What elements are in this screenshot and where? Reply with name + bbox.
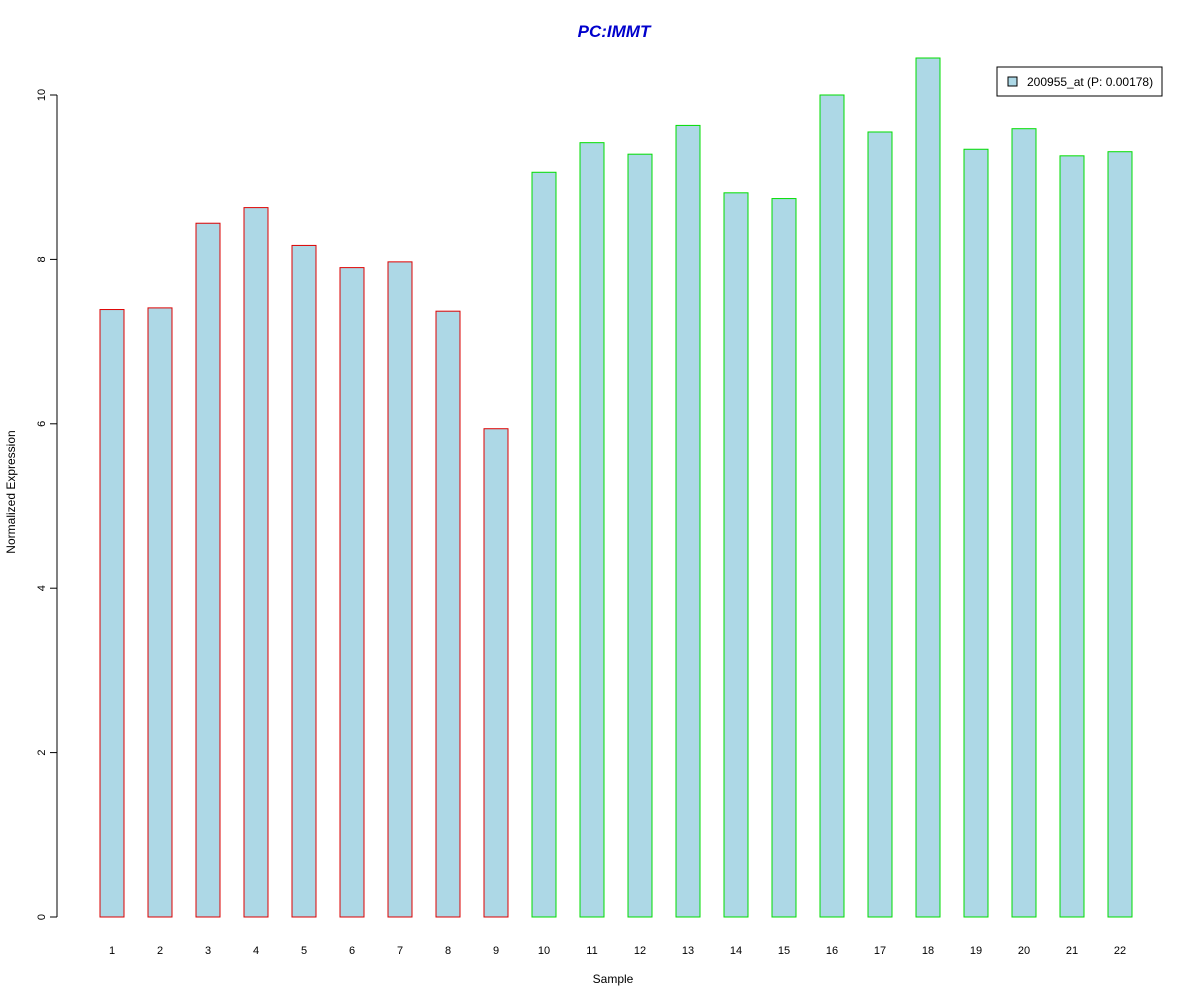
y-axis-label: Normalized Expression xyxy=(4,430,18,553)
x-tick-label: 12 xyxy=(634,945,646,957)
x-tick-label: 22 xyxy=(1114,945,1126,957)
bar-sample-11 xyxy=(579,142,605,918)
y-axis: 0 2 4 6 8 10 xyxy=(36,89,58,920)
x-axis-label: Sample xyxy=(593,972,634,986)
bar-sample-2 xyxy=(147,307,173,918)
y-tick-label: 2 xyxy=(36,750,48,756)
legend-swatch xyxy=(1007,76,1018,87)
x-tick-label: 11 xyxy=(586,945,597,957)
bar-sample-5 xyxy=(291,244,317,918)
y-tick-label: 4 xyxy=(36,585,48,591)
x-tick-label: 14 xyxy=(730,945,742,957)
x-tick-label: 10 xyxy=(538,945,550,957)
y-tick-label: 6 xyxy=(36,421,48,427)
x-tick-label: 1 xyxy=(109,945,115,957)
bar-sample-6 xyxy=(339,267,365,918)
x-tick-label: 19 xyxy=(970,945,982,957)
x-tick-label: 8 xyxy=(445,945,451,957)
legend: 200955_at (P: 0.00178) xyxy=(996,66,1163,97)
x-tick-label: 3 xyxy=(205,945,211,957)
bar-sample-8 xyxy=(435,310,461,918)
x-tick-label: 17 xyxy=(874,945,886,957)
bar-sample-15 xyxy=(771,198,797,918)
bar-sample-19 xyxy=(963,148,989,918)
bar-sample-9 xyxy=(483,428,509,918)
x-tick-labels: 1 2 3 4 5 6 7 8 9 10 11 12 13 14 15 16 17 18 19 20 21 22 xyxy=(109,945,1126,957)
x-tick-label: 18 xyxy=(922,945,934,957)
bar-sample-16 xyxy=(819,94,845,918)
x-tick-label: 6 xyxy=(349,945,355,957)
bar-sample-1 xyxy=(99,309,125,918)
x-tick-label: 20 xyxy=(1018,945,1030,957)
bars xyxy=(99,57,1133,918)
bar-sample-20 xyxy=(1011,128,1037,918)
legend-entry: 200955_at (P: 0.00178) xyxy=(1027,75,1153,89)
y-tick-label: 10 xyxy=(36,89,48,101)
x-tick-label: 13 xyxy=(682,945,694,957)
x-tick-label: 2 xyxy=(157,945,163,957)
bar-sample-12 xyxy=(627,153,653,918)
x-tick-label: 16 xyxy=(826,945,838,957)
bar-sample-18 xyxy=(915,57,941,918)
bar-sample-21 xyxy=(1059,155,1085,918)
bar-sample-3 xyxy=(195,222,221,918)
chart-title: PC:IMMT xyxy=(578,22,652,41)
y-tick-label: 8 xyxy=(36,256,48,262)
bar-sample-22 xyxy=(1107,151,1133,918)
x-tick-label: 9 xyxy=(493,945,499,957)
x-tick-label: 7 xyxy=(397,945,403,957)
bar-sample-4 xyxy=(243,207,269,918)
y-tick-label: 0 xyxy=(36,914,48,920)
legend-box xyxy=(996,66,1163,97)
x-tick-label: 4 xyxy=(253,945,259,957)
bar-sample-7 xyxy=(387,261,413,918)
bar-sample-14 xyxy=(723,192,749,918)
bar-sample-13 xyxy=(675,124,701,918)
bar-sample-10 xyxy=(531,171,557,918)
x-tick-label: 21 xyxy=(1066,945,1078,957)
bar-sample-17 xyxy=(867,131,893,918)
x-tick-label: 15 xyxy=(778,945,790,957)
x-tick-label: 5 xyxy=(301,945,307,957)
